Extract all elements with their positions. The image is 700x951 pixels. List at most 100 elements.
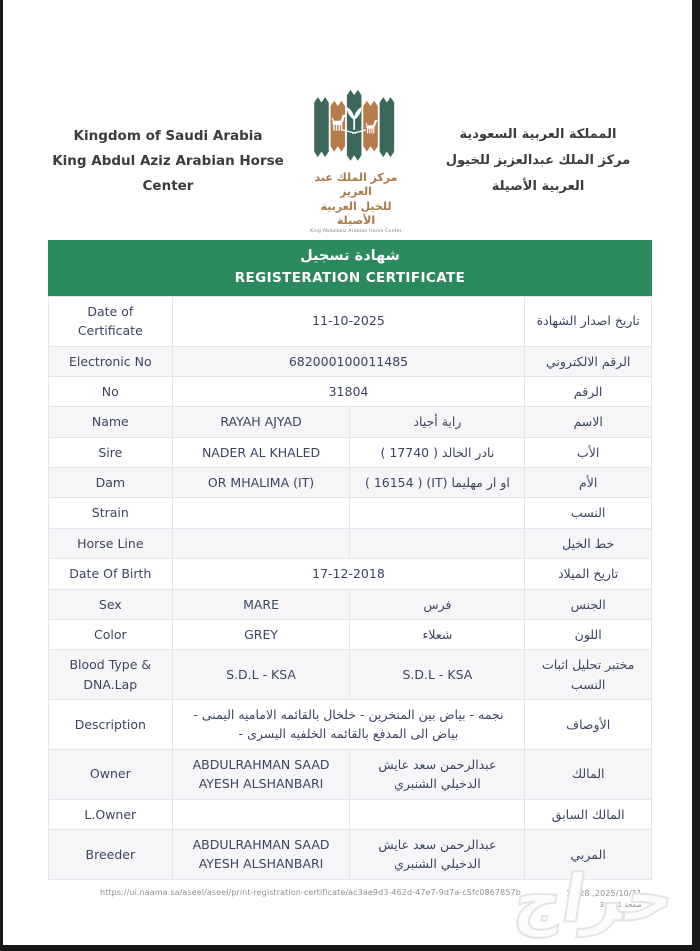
certificate-table-body: Date of Certificate 11-10-2025 تاريخ اصدار… [48,295,652,880]
cell-value-ar [349,798,526,830]
cell-label-en: Dam [48,467,173,499]
cell-value-ar: او ار مهليما (IT) ( 16154 ) [349,467,526,499]
logo-arabic-line2: للخيل العربية الأصيلة [320,199,392,227]
cell-label-en: Color [48,618,173,651]
cell-label-en: L.Owner [48,798,173,830]
cell-value-ar: فرس [349,588,526,620]
cell-value-en [171,497,351,529]
table-row: Horse Line خط الخيل [48,527,652,560]
certificate-header: Kingdom of Saudi Arabia King Abdul Aziz … [48,88,652,235]
print-footer: https://ui.naama.sa/aseel/aseel/print-re… [100,888,642,911]
cell-label-en: Electronic No [48,345,173,377]
photo-edge-bottom [0,945,700,951]
table-row: Sex MARE فرس الجنس [48,588,652,620]
print-url: https://ui.naama.sa/aseel/aseel/print-re… [100,888,521,897]
cell-value-span: 17-12-2018 [171,558,526,590]
cell-value-en: GREY [171,618,351,651]
table-row: Strain النسب [48,497,652,529]
table-row: Name RAYAH AJYAD راية أجياد الاسم [48,406,652,438]
photo-edge-left [0,0,3,951]
cell-label-ar: المالك [524,748,652,800]
cell-label-ar: المالك السابق [524,798,652,830]
cell-label-en: Name [48,406,173,438]
certificate-table: Date of Certificate 11-10-2025 تاريخ اصدار… [48,295,652,880]
cell-label-ar: الرقم الالكتروني [524,345,652,377]
cell-value-en: NADER AL KHALED [171,436,351,469]
cell-label-ar: تاريخ اصدار الشهادة [524,295,652,347]
cell-value-ar: راية أجياد [349,406,526,438]
table-row: Date of Certificate 11-10-2025 تاريخ اصدار… [48,295,652,347]
cell-label-en: Horse Line [48,527,173,560]
cell-value-en: OR MHALIMA (IT) [171,467,351,499]
cell-label-ar: اللون [524,618,652,651]
center-title-ar: مركز الملك عبدالعزيز للخيول العربية الأص… [445,153,631,195]
table-row: No 31804 الرقم [48,375,652,408]
cell-label-en: Strain [48,497,173,529]
cell-value-ar: عبدالرحمن سعد عايش الدخيلي الشنبري [349,828,526,880]
cell-label-ar: النسب [524,497,652,529]
cell-value-ar: عبدالرحمن سعد عايش الدخيلي الشنبري [349,748,526,800]
logo-arabic-line1: مركز الملك عبد العزيز [314,171,398,199]
table-row: L.Owner المالك السابق [48,798,652,830]
horse-center-logo: مركز الملك عبد العزيز للخيل العربية الأص… [306,88,406,235]
banner-title-arabic: شهادة تسجيل [300,247,400,264]
table-row: Owner ABDULRAHMAN SAAD AYESH ALSHANBARI عب… [48,748,652,800]
cell-value-en [171,798,351,830]
cell-value-en: MARE [171,588,351,620]
cell-label-en: No [48,375,173,408]
header-title-arabic: المملكة العربية السعودية مركز الملك عبدا… [424,122,652,200]
cell-label-ar: تاريخ الميلاد [524,558,652,590]
table-row: Blood Type & DNA.Lap S.D.L - KSA S.D.L - K… [48,649,652,701]
cell-label-ar: الجنس [524,588,652,620]
table-row: Breeder ABDULRAHMAN SAAD AYESH ALSHANBARI… [48,828,652,880]
cell-label-ar: المربي [524,828,652,880]
cell-label-en: Sire [48,436,173,469]
cell-label-ar: الأم [524,467,652,499]
cell-label-ar: خط الخيل [524,527,652,560]
cell-value-ar [349,497,526,529]
cell-value-ar: S.D.L - KSA [349,649,526,701]
cell-value-en: RAYAH AJYAD [171,406,351,438]
cell-value-ar: نادر الخالد ( 17740 ) [349,436,526,469]
page-number: صفحة 1 من 3 [599,901,642,909]
cell-value-ar [349,527,526,560]
cell-value-en [171,527,351,560]
certificate-title-banner: شهادة تسجيل REGISTERATION CERTIFICATE [48,239,652,296]
cell-label-ar: الرقم [524,375,652,408]
table-row: Date Of Birth 17-12-2018 تاريخ الميلاد [48,558,652,590]
cell-label-ar: الأب [524,436,652,469]
print-meta: 12:28 ,2025/10/11 صفحة 1 من 3 [566,888,642,911]
logo-emblem-icon [314,89,395,161]
cell-value-en: ABDULRAHMAN SAAD AYESH ALSHANBARI [171,748,351,800]
cell-label-en: Date of Certificate [48,295,173,347]
cell-value-en: S.D.L - KSA [171,649,351,701]
print-timestamp: 12:28 ,2025/10/11 [566,889,642,898]
cell-label-en: Sex [48,588,173,620]
cell-label-en: Date Of Birth [48,558,173,590]
cell-label-ar: مختبر تحليل اثبات النسب [524,649,652,701]
cell-value-span: 11-10-2025 [171,295,526,347]
certificate-sheet: Kingdom of Saudi Arabia King Abdul Aziz … [48,0,681,951]
cell-value-span: 31804 [171,375,526,408]
table-row: Color GREY شعلاء اللون [48,618,652,651]
cell-value-span: 682000100011485 [171,345,526,377]
kingdom-title-en: Kingdom of Saudi Arabia [73,127,263,144]
cell-label-en: Blood Type & DNA.Lap [48,649,173,701]
header-title-english: Kingdom of Saudi Arabia King Abdul Aziz … [48,124,288,199]
table-row: Dam OR MHALIMA (IT) او ار مهليما (IT) ( 16… [48,467,652,499]
cell-value-span: نجمه - بياض بين المنخرين - خلخال بالقائم… [171,699,526,750]
cell-label-ar: الأوصاف [524,699,652,750]
cell-value-ar: شعلاء [349,618,526,651]
cell-value-en: ABDULRAHMAN SAAD AYESH ALSHANBARI [171,828,351,880]
cell-label-en: Description [48,699,173,750]
table-row: Electronic No 682000100011485 الرقم الالكت… [48,345,652,377]
center-title-en: King Abdul Aziz Arabian Horse Center [52,152,284,194]
banner-title-english: REGISTERATION CERTIFICATE [234,269,466,286]
logo-english-caption: King Abdulaziz Arabian Horse Center [310,229,402,235]
photo-edge-right [692,0,700,951]
kingdom-title-ar: المملكة العربية السعودية [459,127,617,143]
cell-label-ar: الاسم [524,406,652,438]
cell-label-en: Owner [48,748,173,800]
table-row: Sire NADER AL KHALED نادر الخالد ( 17740 )… [48,436,652,469]
cell-label-en: Breeder [48,828,173,880]
